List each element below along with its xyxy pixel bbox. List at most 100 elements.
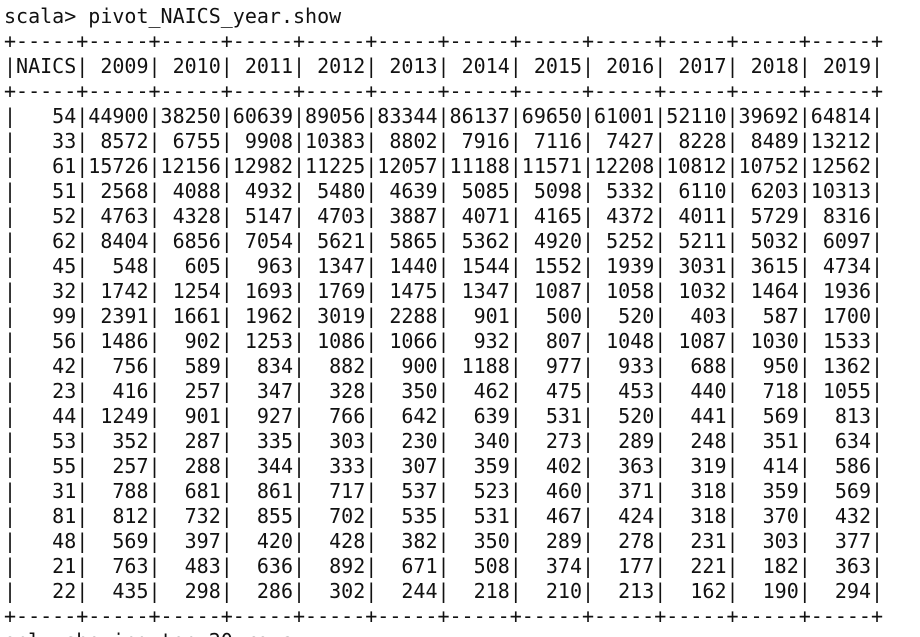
separator: | [148,254,161,278]
separator: | [582,279,595,303]
table-cell: 5362 [461,229,510,253]
table-cell: 420 [256,529,293,553]
separator: | [293,254,306,278]
separator: | [148,329,161,353]
table-cell: 1048 [606,329,655,353]
table-cell: 3019 [317,304,366,328]
separator: | [798,454,811,478]
table-cell: 221 [690,554,727,578]
separator: | [509,529,522,553]
table-cell: 4165 [533,204,582,228]
separator: | [509,354,522,378]
separator: | [726,479,739,503]
separator: | [365,404,378,428]
header-cell: 2012 [317,54,366,78]
table-cell: 4703 [317,204,366,228]
table-cell: 1475 [389,279,438,303]
table-cell: 642 [401,404,438,428]
table-cell: 328 [329,379,366,403]
separator: | [509,329,522,353]
table-cell: 363 [834,554,871,578]
table-cell: 535 [401,504,438,528]
table-cell: 520 [618,304,655,328]
table-cell: 81 [52,504,77,528]
header-cell: 2011 [244,54,293,78]
separator: | [582,104,595,128]
separator: | [798,104,811,128]
table-cell: 902 [184,329,221,353]
table-cell: 453 [618,379,655,403]
table-cell: 6755 [172,129,221,153]
table-cell: 1086 [317,329,366,353]
separator: | [582,454,595,478]
separator: | [437,529,450,553]
table-cell: 8489 [750,129,799,153]
table-cell: 56 [52,329,77,353]
separator: | [509,479,522,503]
header-cell: 2015 [533,54,582,78]
footer-line: only showing top 20 rows [4,629,293,637]
separator: | [293,379,306,403]
separator: | [76,429,89,453]
table-cell: 424 [618,504,655,528]
separator: | [726,254,739,278]
table-cell: 257 [184,379,221,403]
separator: | [798,229,811,253]
table-cell: 1533 [822,329,871,353]
separator: | [582,529,595,553]
separator: | [4,579,17,603]
table-row: | 62| 8404| 6856| 7054| 5621| 5865| 5362| 4920| 5… [4,229,883,254]
table-cell: 702 [329,504,366,528]
separator: | [437,154,450,178]
table-cell: 278 [618,529,655,553]
separator: | [148,179,161,203]
table-cell: 22 [52,579,77,603]
separator: | [293,179,306,203]
table-cell: 318 [690,479,727,503]
separator: | [437,554,450,578]
table-row: | 52| 4763| 4328| 5147| 4703| 3887| 4071| 4165| 4… [4,204,883,229]
table-cell: 4932 [244,179,293,203]
separator: | [76,179,89,203]
table-cell: 605 [184,254,221,278]
separator: | [4,154,17,178]
separator: | [293,279,306,303]
separator: | [798,554,811,578]
table-cell: 6097 [822,229,871,253]
separator: | [437,179,450,203]
separator: | [798,504,811,528]
table-cell: 861 [256,479,293,503]
table-cell: 569 [834,479,871,503]
table-cell: 1188 [461,354,510,378]
header-cell: 2013 [389,54,438,78]
table-cell: 303 [762,529,799,553]
table-cell: 344 [256,454,293,478]
separator: | [76,304,89,328]
table-cell: 639 [473,404,510,428]
separator: | [871,404,884,428]
separator: | [798,254,811,278]
table-cell: 523 [473,479,510,503]
table-cell: 756 [112,354,149,378]
separator: | [293,429,306,453]
separator: | [220,179,233,203]
separator: | [654,304,667,328]
separator: | [871,104,884,128]
table-cell: 15726 [88,154,149,178]
separator: | [871,229,884,253]
separator: | [582,354,595,378]
separator: | [365,104,378,128]
table-cell: 1066 [389,329,438,353]
separator: | [509,254,522,278]
table-border: +-----+-----+-----+-----+-----+-----+---… [4,79,883,103]
separator: | [726,379,739,403]
separator: | [726,429,739,453]
separator: | [654,254,667,278]
separator: | [582,254,595,278]
separator: | [76,104,89,128]
table-cell: 11188 [449,154,510,178]
separator: | [220,329,233,353]
separator: | [582,154,595,178]
separator: | [4,279,17,303]
separator: | [148,204,161,228]
